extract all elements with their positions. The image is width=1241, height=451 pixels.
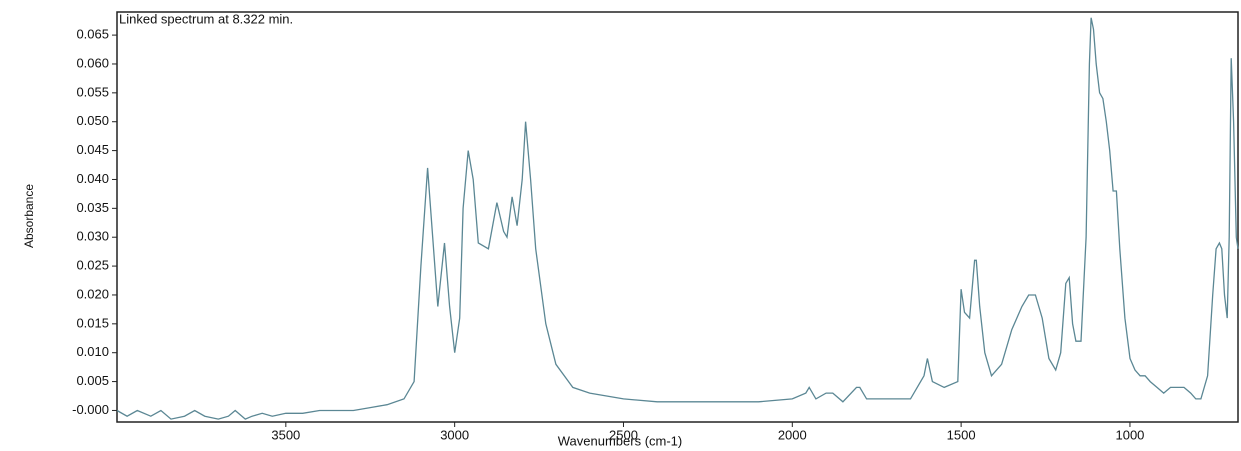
plot-frame — [116, 11, 1239, 423]
x-axis-label: Wavenumbers (cm-1) — [558, 433, 682, 448]
y-tick-label: 0.065 — [76, 27, 109, 42]
x-tick-label: 1000 — [1115, 427, 1144, 442]
y-tick-label: -0.000 — [72, 402, 109, 417]
x-tick-label: 3000 — [440, 427, 469, 442]
spectrum-line — [116, 17, 1239, 420]
y-tick-label: 0.040 — [76, 171, 109, 186]
x-tick-label: 1500 — [947, 427, 976, 442]
y-tick-label: 0.045 — [76, 142, 109, 157]
y-tick-label: 0.010 — [76, 344, 109, 359]
y-tick-label: 0.020 — [76, 286, 109, 301]
y-tick-label: 0.015 — [76, 315, 109, 330]
y-tick-label: 0.005 — [76, 373, 109, 388]
y-tick-label: 0.055 — [76, 84, 109, 99]
y-tick-label: 0.060 — [76, 55, 109, 70]
y-tick-label: 0.050 — [76, 113, 109, 128]
y-tick-label: 0.035 — [76, 200, 109, 215]
y-axis-label: Absorbance — [22, 184, 36, 248]
chart-title: Linked spectrum at 8.322 min. — [119, 11, 293, 26]
y-tick-label: 0.030 — [76, 229, 109, 244]
x-tick-label: 2000 — [778, 427, 807, 442]
y-tick-label: 0.025 — [76, 258, 109, 273]
x-tick-label: 3500 — [271, 427, 300, 442]
x-tick-label: 2500 — [609, 427, 638, 442]
